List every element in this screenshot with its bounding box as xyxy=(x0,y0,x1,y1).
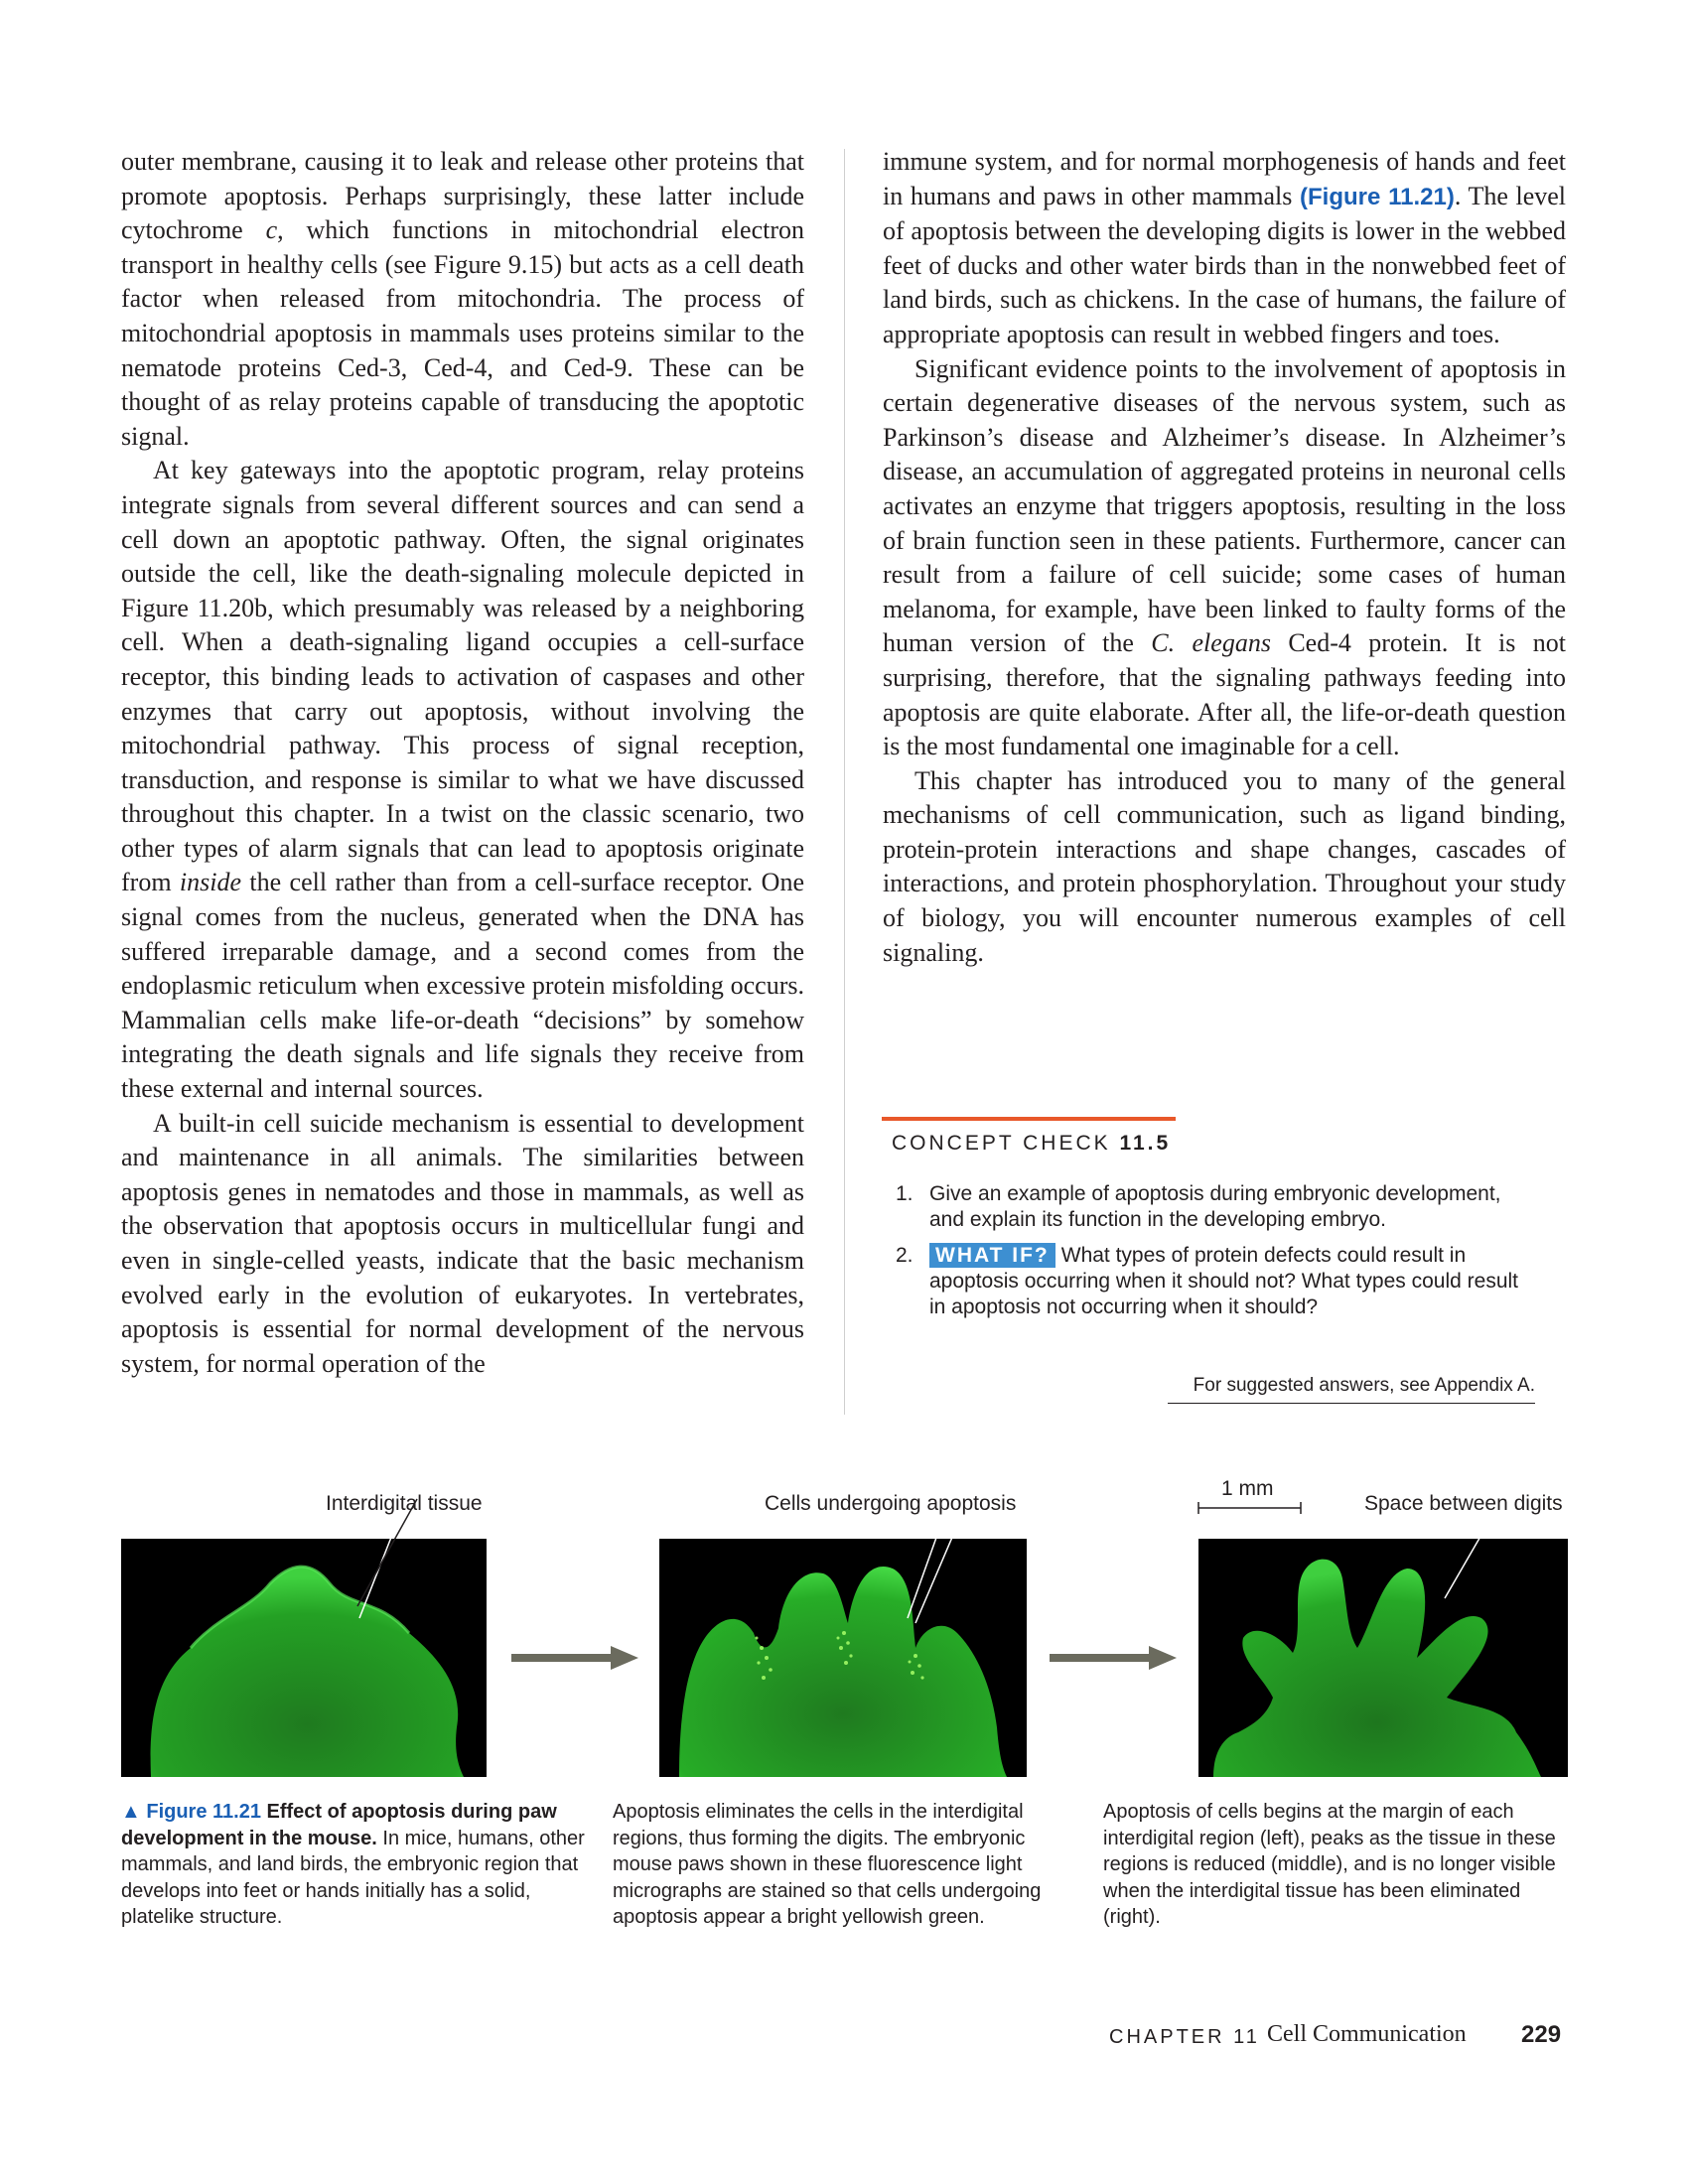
suggested-answers-note: For suggested answers, see Appendix A. xyxy=(1168,1375,1535,1404)
page-number: 229 xyxy=(1521,2021,1562,2048)
micrograph-apoptosis-paw xyxy=(659,1539,1027,1777)
figure-caption-1: ▲ Figure 11.21 Effect of apoptosis durin… xyxy=(121,1801,585,1928)
figure-number: ▲ Figure 11.21 xyxy=(121,1801,261,1823)
what-if-badge: WHAT IF? xyxy=(929,1243,1055,1268)
chapter-label: CHAPTER 11 xyxy=(1109,2026,1260,2048)
micrograph-solid-paw xyxy=(121,1539,487,1777)
label-interdigital-tissue: Interdigital tissue xyxy=(326,1492,483,1515)
figure-caption-2: Apoptosis eliminates the cells in the in… xyxy=(613,1801,1042,1928)
paragraph: At key gateways into the apoptotic progr… xyxy=(121,456,804,1104)
paragraph: A built-in cell suicide mechanism is ess… xyxy=(121,1108,804,1378)
label-cells-apoptosis: Cells undergoing apoptosis xyxy=(765,1492,1017,1515)
pointer-line xyxy=(356,1498,418,1607)
paragraph: immune system, and for normal morphogene… xyxy=(883,147,1566,348)
arrow-icon xyxy=(1050,1646,1177,1670)
paragraph: outer membrane, causing it to leak and r… xyxy=(121,147,804,451)
question-2: 2. WHAT IF? What types of protein defects… xyxy=(896,1243,1518,1318)
label-space-between-digits: Space between digits xyxy=(1364,1492,1563,1515)
concept-check-bar xyxy=(882,1117,1176,1121)
right-column: immune system, and for normal morphogene… xyxy=(883,145,1566,970)
paragraph: Significant evidence points to the invol… xyxy=(883,353,1567,761)
chapter-title: Cell Communication xyxy=(1267,2021,1467,2047)
paragraph: This chapter has introduced you to many … xyxy=(883,765,1566,967)
micrograph-separated-digits xyxy=(1198,1539,1568,1777)
concept-check-label: CONCEPT CHECK 11.5 xyxy=(892,1132,1172,1155)
scale-bar xyxy=(1197,1502,1302,1514)
left-column: outer membrane, causing it to leak and r… xyxy=(121,145,804,1381)
arrow-icon xyxy=(511,1646,638,1670)
label-scale-bar: 1 mm xyxy=(1221,1477,1274,1500)
concept-check-questions: 1. Give an example of apoptosis during e… xyxy=(889,1181,1534,1330)
question-1: 1. Give an example of apoptosis during e… xyxy=(896,1182,1501,1231)
column-divider xyxy=(844,149,845,1415)
figure-caption-3: Apoptosis of cells begins at the margin … xyxy=(1103,1801,1556,1928)
figure-link[interactable]: (Figure 11.21) xyxy=(1300,183,1455,210)
